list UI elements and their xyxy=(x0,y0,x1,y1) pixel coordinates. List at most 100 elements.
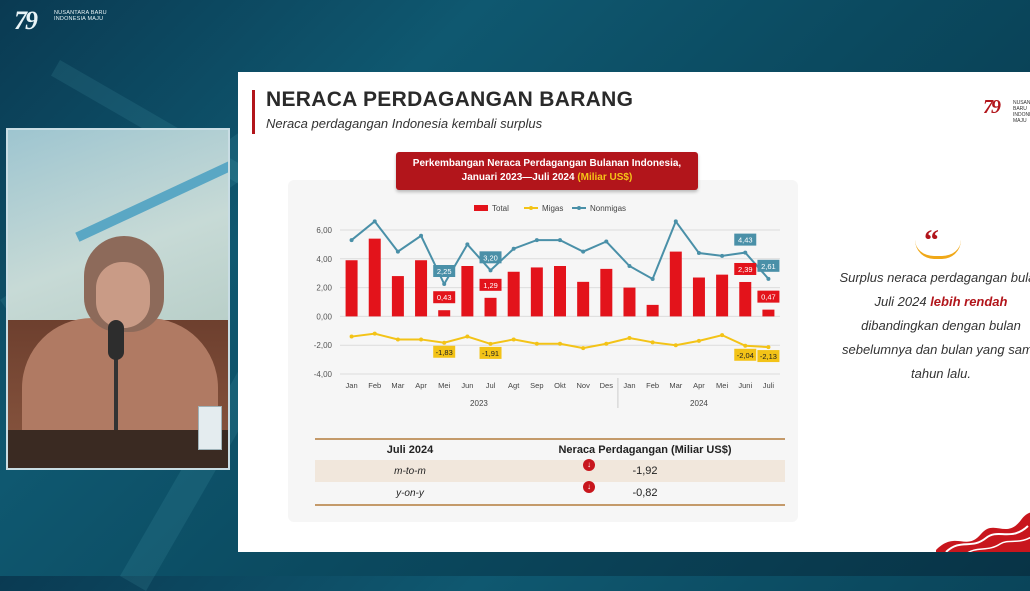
data-label-nonmigas: 2,61 xyxy=(761,262,776,271)
legend-label: Total xyxy=(492,204,509,213)
x-tick-label: Mei xyxy=(438,381,450,390)
point-nonmigas xyxy=(720,253,725,258)
point-nonmigas xyxy=(511,246,516,251)
broadcast-logo-text: NUSANTARA BARU INDONESIA MAJU xyxy=(54,10,107,22)
legend-label: Nonmigas xyxy=(590,204,626,213)
chart-title-line-2: Januari 2023—Juli 2024 (Miliar US$) xyxy=(396,171,698,185)
data-label-migas: -1,91 xyxy=(482,349,499,358)
microphone-stand xyxy=(114,356,118,468)
x-tick-label: Feb xyxy=(368,381,381,390)
point-migas xyxy=(766,345,771,350)
point-nonmigas xyxy=(627,264,632,268)
point-nonmigas xyxy=(766,276,771,281)
title-accent-bar xyxy=(252,90,255,134)
table-header-period: Juli 2024 xyxy=(386,444,434,456)
data-label-box-migas xyxy=(433,345,456,358)
x-tick-label: Juni xyxy=(738,381,752,390)
bar-total xyxy=(646,304,659,317)
bar-total xyxy=(461,266,474,317)
bar-total xyxy=(600,268,613,317)
x-tick-label: Mar xyxy=(669,381,682,390)
point-nonmigas xyxy=(534,238,539,243)
data-label-box-migas xyxy=(479,346,502,359)
data-label-box-migas xyxy=(734,348,757,361)
bar-total xyxy=(530,267,543,317)
slide-title: NERACA PERDAGANGAN BARANG xyxy=(266,88,634,111)
legend-marker-nonmigas xyxy=(577,206,581,210)
x-tick-label: Jan xyxy=(346,381,358,390)
x-tick-label: Agt xyxy=(508,381,520,390)
chart-title-line-1: Perkembangan Neraca Perdagangan Bulanan … xyxy=(412,158,682,169)
point-migas xyxy=(558,341,562,346)
bar-total xyxy=(739,281,752,317)
table-row-value: -0,82 xyxy=(632,487,658,499)
x-tick-label: Nov xyxy=(576,381,590,390)
bar-total xyxy=(345,260,358,317)
presentation-slide: NERACA PERDAGANGAN BARANG Neraca perdaga… xyxy=(238,72,1030,552)
point-migas xyxy=(720,333,725,338)
bar-total xyxy=(762,309,775,317)
point-migas xyxy=(581,346,586,351)
bar-total xyxy=(623,287,636,317)
x-tick-label: Jun xyxy=(461,381,473,390)
y-tick-label: 0,00 xyxy=(316,312,332,321)
bar-total xyxy=(484,297,497,317)
table-row-value: -1,92 xyxy=(632,465,658,477)
data-label-migas: -2,04 xyxy=(737,351,754,360)
x-tick-label: Feb xyxy=(646,381,659,390)
point-migas xyxy=(650,340,655,345)
data-label-migas: -2,13 xyxy=(760,352,777,361)
data-label-box-migas xyxy=(757,350,780,363)
point-migas xyxy=(465,334,470,339)
bar-total xyxy=(554,266,566,317)
data-label-total: 2,39 xyxy=(738,265,753,274)
data-label-box-nonmigas xyxy=(433,265,456,277)
point-migas xyxy=(419,337,424,342)
data-label-total: 0,47 xyxy=(761,293,776,302)
quote-text-part-2: dibandingkan dengan bulan sebelumnya dan… xyxy=(841,318,1030,381)
point-nonmigas xyxy=(488,268,493,273)
smile-accent-icon xyxy=(915,240,961,259)
table-row-value-cell: ↓ -0,82 xyxy=(505,481,785,499)
point-migas xyxy=(511,337,516,342)
bar-total xyxy=(368,238,381,317)
data-label-box-nonmigas xyxy=(734,233,757,246)
data-label-box-nonmigas xyxy=(479,251,502,264)
point-migas xyxy=(627,336,632,340)
speaker-face xyxy=(96,262,150,328)
point-nonmigas xyxy=(650,276,655,281)
y-tick-label: 4,00 xyxy=(316,255,332,264)
cup xyxy=(198,406,222,450)
point-nonmigas xyxy=(465,242,470,247)
point-nonmigas xyxy=(604,239,609,244)
microphone-icon xyxy=(108,320,124,360)
point-nonmigas xyxy=(395,249,400,254)
chart-title-period: Januari 2023—Juli 2024 xyxy=(461,172,575,183)
point-nonmigas xyxy=(743,250,748,255)
point-nonmigas xyxy=(558,238,562,243)
bar-total xyxy=(391,276,404,317)
x-tick-label: Des xyxy=(600,381,614,390)
down-arrow-icon: ↓ xyxy=(583,481,595,493)
y-tick-label: -2,00 xyxy=(314,341,333,350)
slide-logo-number: 79 xyxy=(983,96,1001,118)
table-row-label: m-to-m xyxy=(394,465,426,477)
legend-marker-migas xyxy=(529,206,533,210)
data-label-box-total xyxy=(479,278,502,291)
bar-total xyxy=(415,260,428,317)
down-arrow-icon: ↓ xyxy=(583,459,595,471)
bar-total xyxy=(669,251,682,317)
point-nonmigas xyxy=(419,233,424,238)
summary-quote: Surplus neraca perdagangan bulan Juli 20… xyxy=(836,266,1030,386)
data-label-total: 0,43 xyxy=(437,293,452,302)
data-label-migas: -1,83 xyxy=(436,348,453,357)
table-row-value-cell: ↓ -1,92 xyxy=(505,459,785,477)
slide-logo: 79 NUSANTARA BARU INDONESIA MAJU xyxy=(983,96,1030,124)
bar-total xyxy=(692,277,705,317)
summary-table: Juli 2024 Neraca Perdagangan (Miliar US$… xyxy=(315,438,785,506)
desk xyxy=(8,430,228,468)
table-row: y-on-y ↓ -0,82 xyxy=(315,481,785,506)
y-tick-label: 2,00 xyxy=(316,284,332,293)
bar-total xyxy=(507,271,520,317)
point-migas xyxy=(372,331,377,336)
